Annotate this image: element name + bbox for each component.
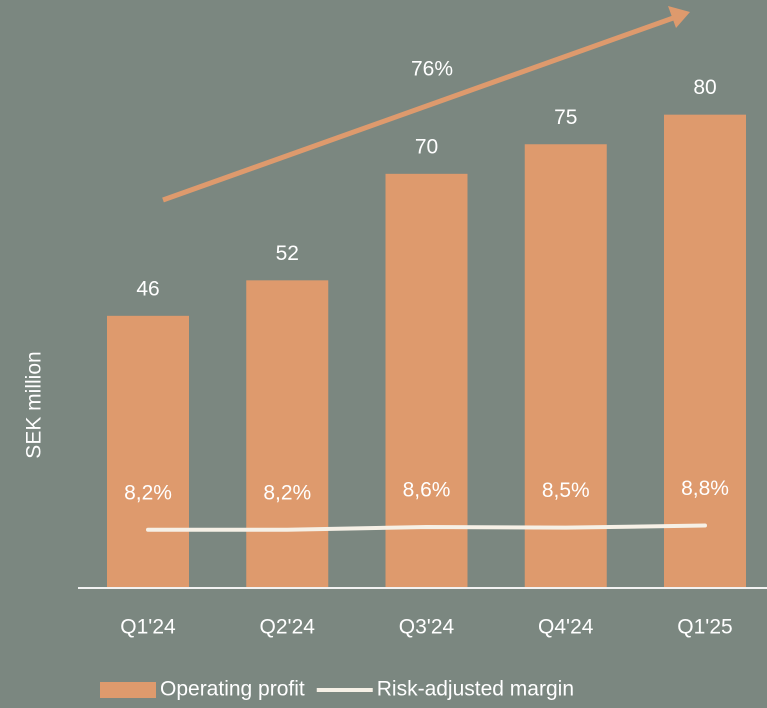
x-tick-label: Q1'25: [677, 616, 732, 639]
bar: [107, 315, 189, 588]
x-tick-label: Q3'24: [399, 616, 455, 639]
x-tick-label: Q4'24: [538, 616, 594, 639]
data-label: 46: [136, 277, 159, 300]
data-label: 8,5%: [542, 479, 590, 502]
data-label: 8,2%: [124, 481, 172, 504]
trend-arrow-head: [668, 6, 690, 28]
data-label: 8,2%: [263, 481, 311, 504]
line: [146, 523, 707, 532]
legend-swatch: [100, 682, 156, 698]
data-label: 8,6%: [403, 478, 451, 501]
bar: [664, 114, 746, 589]
y-axis-label: SEK million: [23, 351, 46, 458]
annotation: 76%: [411, 58, 453, 81]
legend-label: Operating profit: [160, 678, 305, 701]
bar: [246, 280, 329, 588]
data-label: 70: [415, 135, 438, 158]
trend-arrow: [162, 14, 677, 203]
legend-label: Risk-adjusted margin: [377, 678, 574, 701]
data-label: 75: [554, 106, 577, 129]
data-label: 8,8%: [681, 477, 729, 500]
x-tick-label: Q1'24: [120, 616, 176, 639]
data-label: 80: [693, 76, 716, 99]
data-label: 52: [276, 242, 299, 265]
bar: [385, 173, 468, 589]
bar: [524, 144, 607, 588]
x-tick-label: Q2'24: [260, 616, 316, 639]
